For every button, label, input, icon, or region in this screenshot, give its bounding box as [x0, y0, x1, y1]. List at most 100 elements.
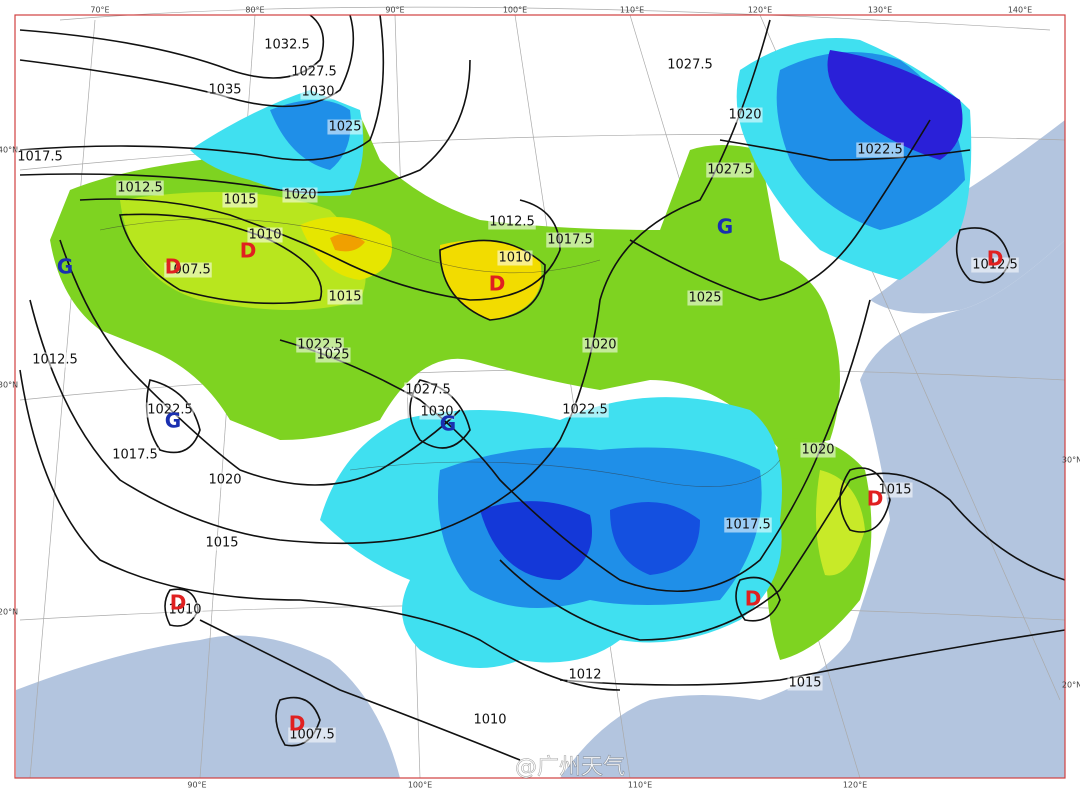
isobar-label: 1035	[208, 83, 241, 98]
map-frame	[14, 14, 1066, 779]
isobar-label-bg	[787, 675, 823, 691]
longitude-label: 100°E	[503, 6, 527, 15]
isobar-label-bg	[288, 727, 336, 743]
isobar-label-bg	[472, 712, 508, 728]
isobar-label: 1020	[728, 108, 761, 123]
isobar-label: 1022.5	[147, 403, 193, 418]
isobar-label-bg	[247, 227, 283, 243]
isobar-label-bg	[290, 64, 338, 80]
isobar-label: 1010	[473, 713, 506, 728]
isobar-label: 1012	[568, 668, 601, 683]
isobar-label: 1017.5	[112, 448, 158, 463]
isobar-label-bg	[207, 82, 243, 98]
isobar-label: 1025	[688, 291, 721, 306]
isobar-label-bg	[404, 382, 452, 398]
isobar-label-bg	[31, 352, 79, 368]
latitude-label: 20°N	[0, 608, 18, 617]
isobar-label-bg	[971, 257, 1019, 273]
precip-field	[50, 38, 972, 668]
isobar-label-bg	[567, 667, 603, 683]
isobar-label-bg	[111, 447, 159, 463]
isobar-label: 1027.5	[707, 163, 753, 178]
longitude-label: 110°E	[628, 781, 652, 790]
isobar-label: 1015	[205, 536, 238, 551]
isobar-label-bg	[327, 119, 363, 135]
high-pressure-center: G	[440, 412, 456, 436]
isobar-label-bg	[488, 214, 536, 230]
high-pressure-center: G	[57, 255, 73, 279]
isobar-label-bg	[164, 262, 212, 278]
isobar-label-bg	[207, 472, 243, 488]
isobar-label-bg	[497, 250, 533, 266]
longitude-label: 90°E	[385, 6, 404, 15]
isobar-label-bg	[116, 180, 164, 196]
low-pressure-center: D	[867, 487, 884, 511]
isobar-label: 1010	[248, 228, 281, 243]
low-pressure-center: D	[289, 712, 306, 736]
latitude-label: 30°N	[1062, 456, 1080, 465]
isobar-label-bg	[856, 142, 904, 158]
isobar-label: 1022.5	[562, 403, 608, 418]
isobar-label: 1010	[498, 251, 531, 266]
longitude-label: 120°E	[843, 781, 867, 790]
isobar-label-bg	[546, 232, 594, 248]
isobar-label: 1020	[283, 188, 316, 203]
isobar-label-bg	[582, 337, 618, 353]
low-pressure-center: D	[165, 255, 182, 279]
isobar-label-bg	[300, 84, 336, 100]
low-pressure-center: D	[745, 587, 762, 611]
high-pressure-center: G	[165, 409, 181, 433]
latitude-label: 20°N	[1062, 681, 1080, 690]
isobar-label: 1030	[301, 85, 334, 100]
isobar-label-bg	[727, 107, 763, 123]
isobar-label: 1007.5	[289, 728, 335, 743]
isobar-label: 1015	[223, 193, 256, 208]
isobar-label-bg	[167, 602, 203, 618]
isobar-label: 1022.5	[857, 143, 903, 158]
low-pressure-center: D	[170, 591, 187, 615]
longitude-label: 100°E	[408, 781, 432, 790]
high-pressure-center: G	[717, 215, 733, 239]
isobar-label-bg	[687, 290, 723, 306]
latitude-label: 40°N	[0, 146, 18, 155]
isobar-label-bg	[282, 187, 318, 203]
isobar-label: 1020	[801, 443, 834, 458]
low-pressure-center: D	[240, 239, 257, 263]
isobar-label: 1020	[208, 473, 241, 488]
isobar-label-bg	[419, 404, 455, 420]
isobar-label: 1010	[168, 603, 201, 618]
longitude-label: 80°E	[245, 6, 264, 15]
isobar-label: 1007.5	[165, 263, 211, 278]
isobar-label-bg	[561, 402, 609, 418]
isobar-label: 1025	[328, 120, 361, 135]
isobar-label: 1032.5	[264, 38, 310, 53]
isobar-label-bg	[724, 517, 772, 533]
isobar-label-bg	[877, 482, 913, 498]
isobar-label: 1017.5	[17, 150, 63, 165]
latitude-label: 30°N	[0, 381, 18, 390]
isobar-label-bg	[204, 535, 240, 551]
isobar-label: 1012.5	[489, 215, 535, 230]
isobar-label-bg	[327, 289, 363, 305]
low-pressure-center: D	[489, 272, 506, 296]
isobar-label: 1015	[328, 290, 361, 305]
watermark: @广州天气	[515, 755, 625, 780]
isobar-label: 1030	[420, 405, 453, 420]
isobar-label-bg	[146, 402, 194, 418]
longitude-label: 120°E	[748, 6, 772, 15]
isobar-label: 1015	[788, 676, 821, 691]
isobar-label: 1012.5	[117, 181, 163, 196]
isobar-label-bg	[666, 57, 714, 73]
isobar-label: 1012.5	[972, 258, 1018, 273]
low-pressure-center: D	[987, 247, 1004, 271]
isobar-label: 1025	[316, 348, 349, 363]
isobar-label-bg	[706, 162, 754, 178]
isobars	[19, 14, 1066, 761]
isobar-label-bg	[800, 442, 836, 458]
longitude-label: 140°E	[1008, 6, 1032, 15]
isobar-label-bg	[263, 37, 311, 53]
isobar-label: 1027.5	[291, 65, 337, 80]
isobar-label: 1027.5	[405, 383, 451, 398]
isobar-label: 1012.5	[32, 353, 78, 368]
